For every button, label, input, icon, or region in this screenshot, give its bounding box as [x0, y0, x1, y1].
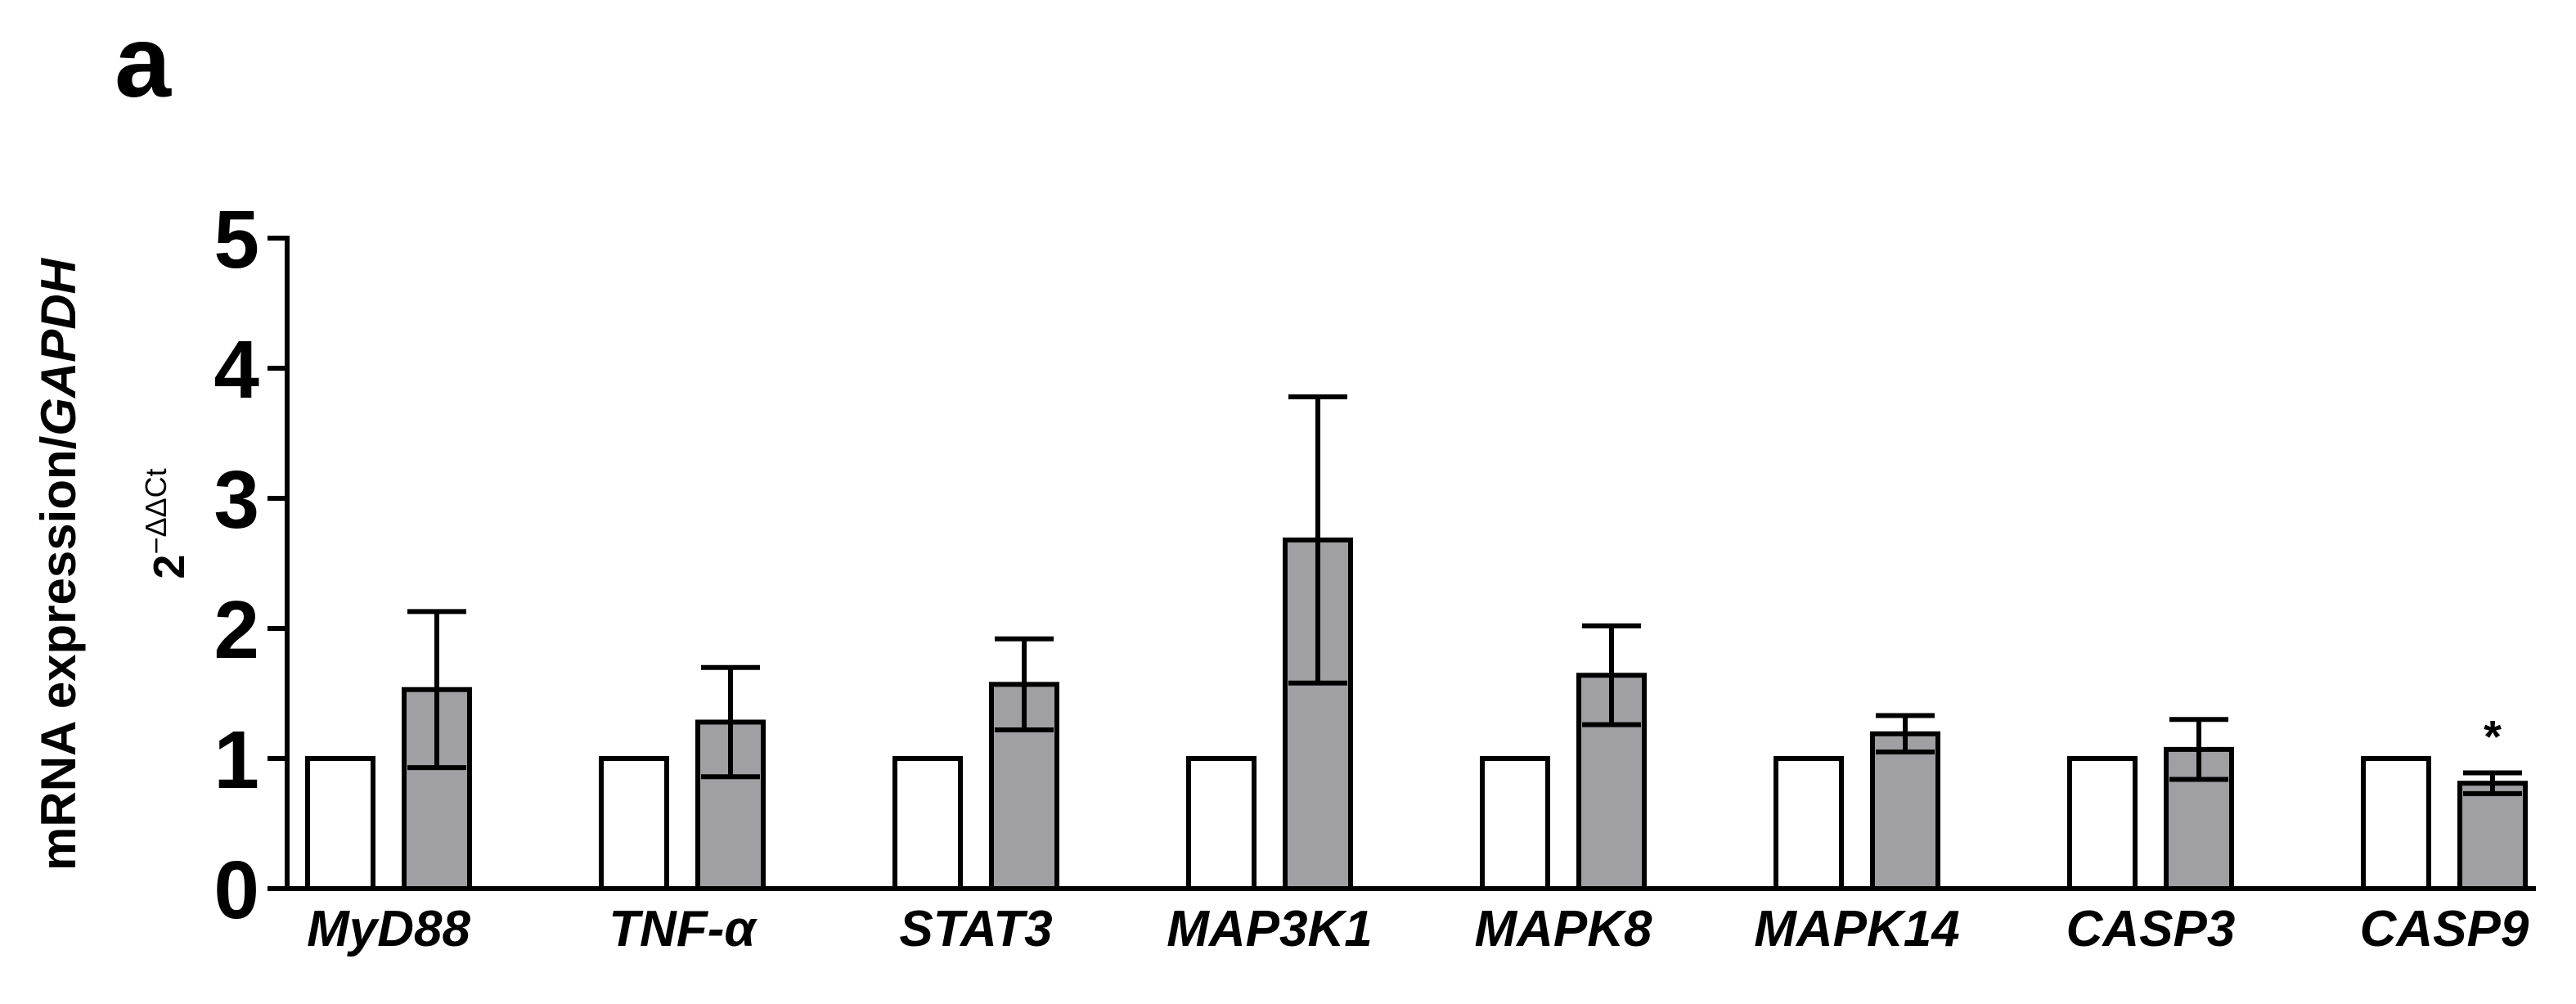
x-tick-label: CASP9	[2360, 901, 2529, 957]
significance-annotation: *	[2484, 710, 2502, 762]
x-tick-label: MAPK14	[1754, 901, 1960, 957]
error-bar	[701, 664, 760, 780]
y-tick-label: 0	[214, 844, 259, 936]
x-tick-label: TNF-α	[609, 901, 758, 957]
error-bar	[1288, 394, 1347, 686]
bar	[599, 756, 669, 891]
bar	[892, 756, 963, 891]
panel-label: a	[115, 6, 172, 119]
y-axis-label: mRNA expression/GAPDH	[31, 257, 86, 871]
error-bar	[995, 636, 1054, 733]
error-bar	[1876, 713, 1935, 755]
x-tick-label: MAPK8	[1474, 901, 1652, 957]
y-tick-label: 5	[214, 194, 259, 286]
y-axis-label-gene: GAPDH	[31, 257, 86, 435]
bar	[2067, 756, 2138, 891]
y-axis-label-2-base: 2	[145, 555, 194, 579]
y-axis-label-text: mRNA expression/	[31, 435, 86, 871]
error-bar	[407, 609, 466, 771]
bar	[2457, 781, 2528, 892]
x-tick-label: MAP3K1	[1167, 901, 1373, 957]
bar	[989, 682, 1059, 891]
bar	[1870, 731, 1940, 891]
error-bar	[2463, 770, 2522, 796]
y-axis-label-2-exp: −ΔΔCt	[139, 468, 173, 554]
bar	[1774, 756, 1844, 891]
bar	[2361, 756, 2431, 891]
bar	[1480, 756, 1550, 891]
error-bar	[1582, 623, 1641, 727]
x-tick-label: CASP3	[2066, 901, 2236, 957]
y-tick-label: 2	[214, 584, 259, 676]
y-tick-label: 4	[214, 324, 259, 416]
bar	[1576, 673, 1647, 891]
bar	[305, 756, 375, 891]
x-tick-label: STAT3	[899, 901, 1052, 957]
y-tick-label: 1	[214, 714, 259, 806]
error-bar	[2169, 717, 2228, 782]
bar	[2164, 746, 2234, 891]
y-axis-label-2: 2−ΔΔCt	[139, 468, 194, 579]
y-tick-label: 3	[214, 454, 259, 546]
x-tick-label: MyD88	[307, 901, 470, 957]
bar	[1186, 756, 1257, 891]
